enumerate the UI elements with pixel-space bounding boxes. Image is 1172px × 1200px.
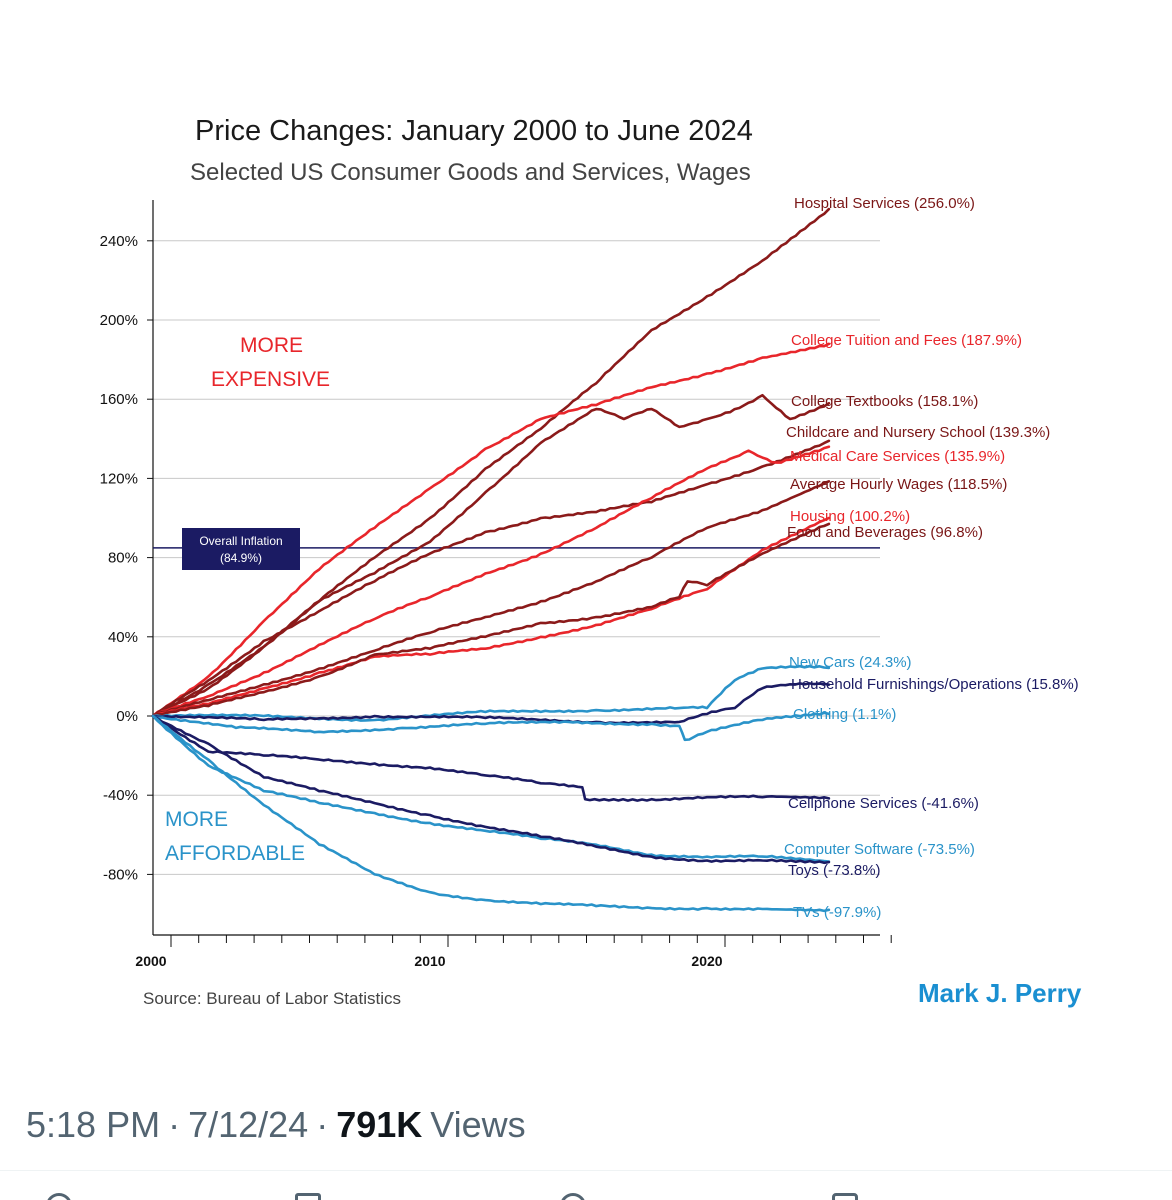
- series-label: New Cars (24.3%): [789, 654, 912, 671]
- series-line: [151, 342, 831, 718]
- y-tick-label: 40%: [108, 629, 138, 646]
- y-tick-label: 160%: [100, 391, 138, 408]
- x-tick-label: 2000: [135, 953, 166, 969]
- meta-separator: ·: [316, 1104, 329, 1145]
- y-tick-label: 0%: [116, 708, 138, 725]
- series-line: [151, 393, 831, 718]
- series-line: [151, 714, 831, 802]
- series-line: [151, 664, 831, 722]
- series-lines: [151, 207, 831, 913]
- series-line: [151, 445, 831, 718]
- like-icon[interactable]: [560, 1193, 586, 1200]
- series-line: [151, 682, 831, 725]
- series-label: TVs (-97.9%): [793, 904, 881, 921]
- series-line: [151, 714, 831, 865]
- series-label: Medical Care Services (135.9%): [790, 448, 1005, 465]
- series-line: [151, 522, 831, 718]
- inflation-label-box: [182, 528, 300, 570]
- chart-source: Source: Bureau of Labor Statistics: [143, 989, 401, 1008]
- tweet-image[interactable]: Price Changes: January 2000 to June 2024…: [0, 0, 1172, 1075]
- y-tick-label: -80%: [103, 866, 138, 883]
- tweet-action-bar: [0, 1183, 1172, 1200]
- inflation-label-line1: Overall Inflation: [199, 534, 282, 548]
- price-changes-chart: Price Changes: January 2000 to June 2024…: [100, 115, 1082, 1008]
- divider: [0, 1170, 1172, 1171]
- meta-separator: ·: [168, 1104, 181, 1145]
- views-label: Views: [430, 1104, 526, 1145]
- bookmark-icon[interactable]: [832, 1193, 858, 1200]
- series-line: [151, 714, 831, 913]
- chart-author: Mark J. Perry: [918, 978, 1082, 1008]
- more-expensive-label-line2: EXPENSIVE: [211, 368, 330, 391]
- x-tick-label: 2020: [691, 953, 722, 969]
- inflation-label-line2: (84.9%): [220, 551, 262, 565]
- series-line: [151, 516, 831, 718]
- series-line: [151, 711, 831, 742]
- series-label: Clothing (1.1%): [793, 706, 896, 723]
- reply-icon[interactable]: [46, 1193, 72, 1200]
- series-label: College Tuition and Fees (187.9%): [791, 332, 1022, 349]
- views-count: 791K: [336, 1104, 423, 1145]
- series-label: College Textbooks (158.1%): [791, 393, 978, 410]
- series-label: Food and Beverages (96.8%): [787, 524, 983, 541]
- chart-subtitle: Selected US Consumer Goods and Services,…: [190, 159, 751, 186]
- tweet-meta: 5:18 PM · 7/12/24 · 791K Views: [26, 1100, 526, 1150]
- tweet-time[interactable]: 5:18 PM: [26, 1104, 161, 1145]
- y-tick-label: -40%: [103, 787, 138, 804]
- series-label: Childcare and Nursery School (139.3%): [786, 424, 1050, 441]
- y-tick-label: 200%: [100, 312, 138, 329]
- chart-title: Price Changes: January 2000 to June 2024: [195, 115, 753, 147]
- more-affordable-label-line1: MORE: [165, 808, 228, 831]
- tweet-date[interactable]: 7/12/24: [188, 1104, 309, 1145]
- axes: 240% 200% 160% 120% 80% 40% 0% -40% -80% 2000 2010…: [100, 200, 892, 969]
- y-tick-label: 240%: [100, 233, 138, 250]
- y-tick-label: 80%: [108, 550, 138, 567]
- series-label: Household Furnishings/Operations (15.8%): [791, 676, 1079, 693]
- series-label: Cellphone Services (-41.6%): [788, 795, 979, 812]
- series-label: Computer Software (-73.5%): [784, 841, 975, 858]
- series-label: Hospital Services (256.0%): [794, 195, 975, 212]
- more-expensive-label-line1: MORE: [240, 334, 303, 357]
- overall-inflation-line: Overall Inflation (84.9%): [153, 528, 880, 570]
- series-line: [151, 714, 831, 863]
- series-label: Housing (100.2%): [790, 508, 910, 525]
- retweet-icon[interactable]: [295, 1193, 321, 1200]
- series-line: [151, 439, 831, 718]
- x-tick-label: 2010: [414, 953, 445, 969]
- series-label: Toys (-73.8%): [788, 862, 881, 879]
- y-tick-label: 120%: [100, 470, 138, 487]
- series-line: [151, 480, 831, 718]
- series-labels: Hospital Services (256.0%) College Tuitio…: [784, 195, 1079, 921]
- series-label: Average Hourly Wages (118.5%): [790, 476, 1007, 493]
- series-line: [151, 207, 831, 718]
- more-affordable-label-line2: AFFORDABLE: [165, 842, 305, 865]
